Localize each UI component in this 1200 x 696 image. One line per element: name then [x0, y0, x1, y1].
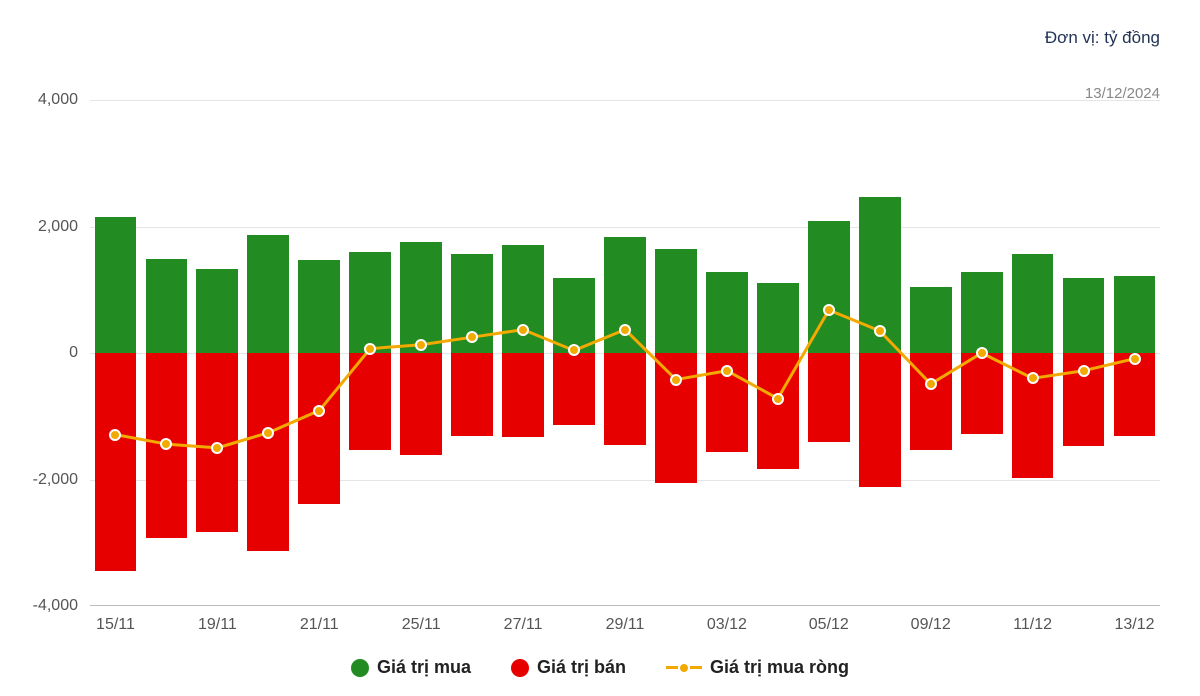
y-tick-label: -4,000	[33, 597, 90, 615]
x-tick-label: 21/11	[300, 606, 339, 634]
y-tick-label: 2,000	[38, 218, 90, 236]
net-marker	[517, 324, 529, 336]
net-marker	[874, 325, 886, 337]
net-marker	[313, 405, 325, 417]
x-tick-label: 11/12	[1013, 606, 1052, 634]
unit-label: Đơn vị: tỷ đồng	[1045, 28, 1160, 48]
legend-item-net: Giá trị mua ròng	[666, 657, 849, 678]
net-marker	[619, 324, 631, 336]
net-marker	[721, 365, 733, 377]
net-line-svg	[90, 100, 1160, 606]
x-tick-label: 09/12	[911, 606, 951, 634]
net-marker	[772, 393, 784, 405]
x-tick-label: 19/11	[198, 606, 237, 634]
y-tick-label: 4,000	[38, 91, 90, 109]
plot-area: -4,000-2,00002,0004,00015/1119/1121/1125…	[90, 100, 1160, 606]
legend-label-net: Giá trị mua ròng	[710, 657, 849, 678]
y-tick-label: -2,000	[33, 471, 90, 489]
net-marker	[976, 347, 988, 359]
net-marker	[1129, 353, 1141, 365]
net-marker	[364, 343, 376, 355]
net-marker	[262, 427, 274, 439]
legend-line-net	[666, 659, 702, 677]
x-tick-label: 27/11	[504, 606, 543, 634]
x-tick-label: 03/12	[707, 606, 747, 634]
net-marker	[415, 339, 427, 351]
net-marker	[823, 304, 835, 316]
legend-label-sell: Giá trị bán	[537, 657, 626, 678]
net-marker	[109, 429, 121, 441]
net-marker	[925, 378, 937, 390]
net-marker	[1027, 372, 1039, 384]
chart-container: Đơn vị: tỷ đồng 13/12/2024 -4,000-2,0000…	[0, 0, 1200, 696]
legend: Giá trị mua Giá trị bán Giá trị mua ròng	[0, 657, 1200, 678]
net-marker	[670, 374, 682, 386]
y-tick-label: 0	[69, 344, 90, 362]
legend-item-buy: Giá trị mua	[351, 657, 471, 678]
legend-line-marker	[678, 662, 690, 674]
legend-label-buy: Giá trị mua	[377, 657, 471, 678]
x-tick-label: 15/11	[96, 606, 135, 634]
x-tick-label: 13/12	[1114, 606, 1154, 634]
x-tick-label: 05/12	[809, 606, 849, 634]
x-tick-label: 25/11	[402, 606, 441, 634]
legend-swatch-buy	[351, 659, 369, 677]
x-tick-label: 29/11	[606, 606, 645, 634]
legend-swatch-sell	[511, 659, 529, 677]
net-marker	[1078, 365, 1090, 377]
legend-item-sell: Giá trị bán	[511, 657, 626, 678]
